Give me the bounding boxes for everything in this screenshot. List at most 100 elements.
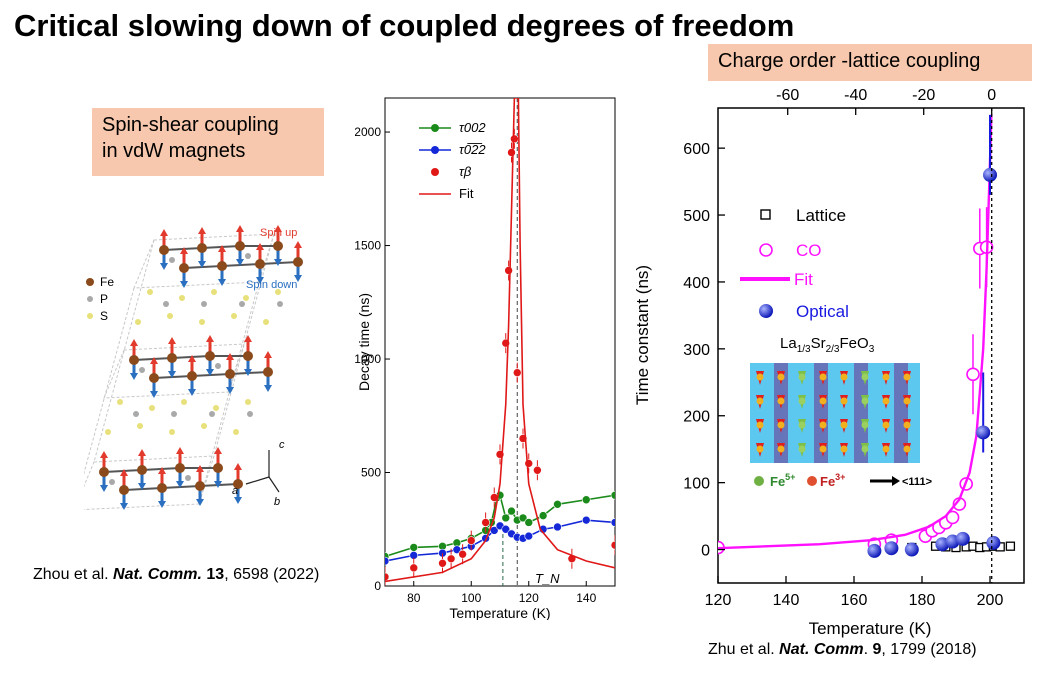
fe-bond <box>161 485 201 489</box>
legend-marker <box>431 168 439 176</box>
ref-left-volume: 13 <box>206 566 225 583</box>
data-point <box>385 572 390 582</box>
s-atom <box>147 289 153 295</box>
y-tick-label: 500 <box>683 208 710 225</box>
fe-ion <box>840 373 848 381</box>
y-axis-label: Decay time (ns) <box>356 293 372 391</box>
fe-ion <box>861 445 869 453</box>
legend-s: S <box>100 309 108 323</box>
plot-frame <box>717 107 1025 584</box>
fe-ion <box>882 421 890 429</box>
p-atom <box>247 411 253 417</box>
top-tick-label: 0 <box>987 87 996 104</box>
data-point <box>446 554 456 564</box>
legend-marker <box>760 209 771 220</box>
p-atom <box>139 367 145 373</box>
y-tick-label: 1000 <box>355 352 381 366</box>
data-point <box>983 167 997 182</box>
data-point <box>867 543 882 558</box>
material-label: La1/3Sr2/3FeO3 <box>780 335 875 355</box>
spin-up-label: Spin up <box>260 227 297 239</box>
ref-right-journal: Nat. Comm <box>779 641 864 658</box>
ref-left-journal: Nat. Comm. <box>113 566 202 583</box>
spin-down-arrowhead-icon <box>120 503 128 510</box>
fit-line <box>718 114 993 550</box>
data-point <box>385 556 390 566</box>
spin-up-arrowhead-icon <box>244 335 252 342</box>
ref-right-volume: 9 <box>872 641 882 658</box>
y-tick-label: 400 <box>683 275 710 292</box>
y-tick-label: 200 <box>683 409 710 426</box>
fe-ion <box>903 373 911 381</box>
fe-ion <box>819 373 827 381</box>
data-point <box>884 541 899 556</box>
data-point <box>512 368 522 377</box>
p-atom <box>185 475 191 481</box>
y-tick-label: 0 <box>374 579 381 593</box>
p-atom <box>201 301 207 307</box>
slide-title: Critical slowing down of coupled degrees… <box>14 8 795 43</box>
data-point <box>507 506 516 516</box>
spin-up-arrowhead-icon <box>234 463 242 470</box>
fe-ion <box>840 445 848 453</box>
s-atom <box>169 429 175 435</box>
axes-triad <box>245 450 280 493</box>
data-point <box>581 495 591 505</box>
spin-shear-callout: Spin-shear coupling in vdW magnets <box>92 108 324 176</box>
data-point <box>438 559 447 568</box>
spin-down-arrowhead-icon <box>198 261 206 268</box>
charge-order-callout: Charge order -lattice coupling <box>708 44 1032 81</box>
charge-order-inset <box>750 363 920 463</box>
fe-ion <box>777 445 785 453</box>
inset-legend: Fe5+ Fe3+ <111> <box>754 472 932 489</box>
fe-ion <box>756 373 764 381</box>
direction-arrowhead-icon <box>892 476 900 486</box>
spin-up-arrowhead-icon <box>226 353 234 360</box>
spin-up-arrowhead-icon <box>188 355 196 362</box>
data-point <box>524 531 534 541</box>
fe-ion <box>777 421 785 429</box>
legend-label: τ002 <box>459 120 486 135</box>
data-point <box>504 266 513 275</box>
legend-label: Fit <box>459 186 474 201</box>
s-atom <box>263 319 269 325</box>
x-axis-label: Temperature (K) <box>809 619 932 638</box>
data-point <box>501 524 511 534</box>
spin-down-arrowhead-icon <box>274 259 282 266</box>
legend-marker <box>431 124 439 132</box>
x-tick-label: 120 <box>519 591 539 605</box>
s-atom <box>117 399 123 405</box>
s-atom <box>245 399 251 405</box>
data-point <box>533 465 542 475</box>
fe-ion <box>756 397 764 405</box>
fe-atom <box>195 481 205 491</box>
spin-up-arrowhead-icon <box>100 451 108 458</box>
spin-down-arrowhead-icon <box>206 369 214 376</box>
decay-time-chart: 80 100 120 140 0 500 1000 1500 2000 Temperature … <box>355 97 616 620</box>
fe-atom <box>187 371 197 381</box>
fe-ion <box>903 445 911 453</box>
legend-label: CO <box>796 241 822 260</box>
fe-ion <box>861 373 869 381</box>
tn-annotation: T_N <box>535 571 560 586</box>
spin-down-arrowhead-icon <box>168 371 176 378</box>
direction-label: <111> <box>902 476 932 488</box>
y-axis-label: Time constant (ns) <box>633 265 652 405</box>
spin-up-arrowhead-icon <box>236 225 244 232</box>
spin-down-arrowhead-icon <box>176 481 184 488</box>
data-point <box>955 531 970 546</box>
s-atom <box>181 399 187 405</box>
chart-legend: τ002 τ0̅2̅2 τβ Fit <box>419 120 486 201</box>
spin-up-arrowhead-icon <box>294 241 302 248</box>
fe-atom <box>205 351 215 361</box>
fe-atom <box>119 485 129 495</box>
data-point <box>510 134 519 144</box>
y-tick-label: 1500 <box>355 239 381 253</box>
y-tick-label: 600 <box>683 141 710 158</box>
crystal-structure-figure: Spin up Spin down Fe P S c a b <box>84 225 303 511</box>
p-atom <box>109 479 115 485</box>
data-point <box>538 511 548 520</box>
data-point <box>945 510 960 525</box>
fe-bond <box>153 375 193 379</box>
p-atom <box>163 301 169 307</box>
